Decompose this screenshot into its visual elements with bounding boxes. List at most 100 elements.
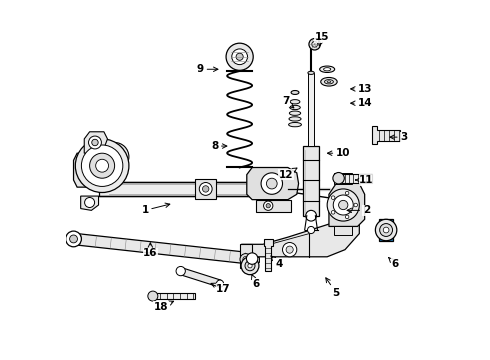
Circle shape <box>261 173 283 194</box>
Polygon shape <box>334 173 352 184</box>
Circle shape <box>236 53 243 60</box>
Polygon shape <box>247 167 298 200</box>
Circle shape <box>308 226 315 234</box>
Text: 15: 15 <box>315 32 329 46</box>
Circle shape <box>199 183 212 195</box>
Polygon shape <box>195 179 217 199</box>
Circle shape <box>333 172 344 184</box>
Polygon shape <box>334 226 352 235</box>
Text: 8: 8 <box>211 141 227 151</box>
Circle shape <box>106 148 123 166</box>
Circle shape <box>312 41 318 47</box>
Polygon shape <box>73 233 253 264</box>
Ellipse shape <box>319 66 335 72</box>
Text: 12: 12 <box>279 168 297 180</box>
Circle shape <box>226 43 253 70</box>
Circle shape <box>286 246 293 253</box>
Circle shape <box>339 201 348 210</box>
Polygon shape <box>84 132 107 153</box>
Circle shape <box>96 159 109 172</box>
Circle shape <box>245 261 255 271</box>
Circle shape <box>354 203 358 207</box>
Text: 10: 10 <box>327 148 350 158</box>
Circle shape <box>241 257 259 275</box>
Text: 5: 5 <box>326 278 340 297</box>
Text: 14: 14 <box>351 98 372 108</box>
Circle shape <box>202 186 209 192</box>
Text: 6: 6 <box>251 275 259 289</box>
Text: 13: 13 <box>351 84 372 94</box>
Ellipse shape <box>291 90 299 94</box>
Circle shape <box>92 139 98 146</box>
Circle shape <box>81 145 123 186</box>
Polygon shape <box>74 153 97 187</box>
Circle shape <box>383 227 389 233</box>
Circle shape <box>375 219 397 241</box>
Ellipse shape <box>321 77 337 86</box>
Text: 6: 6 <box>389 258 399 269</box>
Text: 11: 11 <box>356 175 374 185</box>
Bar <box>303 146 319 216</box>
Circle shape <box>89 136 101 149</box>
Circle shape <box>266 203 270 208</box>
Polygon shape <box>98 182 270 196</box>
Text: 2: 2 <box>347 205 370 215</box>
Polygon shape <box>242 219 359 257</box>
Circle shape <box>246 253 258 264</box>
Text: 9: 9 <box>197 64 218 74</box>
Ellipse shape <box>327 81 331 83</box>
Bar <box>156 293 195 299</box>
Circle shape <box>66 231 81 247</box>
Circle shape <box>309 39 320 50</box>
Circle shape <box>176 266 185 276</box>
Circle shape <box>85 198 95 207</box>
Ellipse shape <box>323 68 331 71</box>
Circle shape <box>100 143 129 171</box>
Circle shape <box>283 243 297 257</box>
Text: 4: 4 <box>271 256 283 269</box>
Circle shape <box>240 253 251 265</box>
Circle shape <box>90 153 115 178</box>
Ellipse shape <box>289 122 301 127</box>
Polygon shape <box>256 200 292 212</box>
Polygon shape <box>242 257 259 262</box>
Circle shape <box>331 196 335 199</box>
Polygon shape <box>372 126 400 144</box>
Bar <box>342 174 372 183</box>
Circle shape <box>327 189 359 221</box>
Circle shape <box>267 178 277 189</box>
Polygon shape <box>264 239 272 271</box>
Ellipse shape <box>290 111 301 115</box>
Circle shape <box>331 211 335 214</box>
Circle shape <box>248 264 252 268</box>
Ellipse shape <box>289 117 301 121</box>
Circle shape <box>75 139 129 193</box>
Circle shape <box>264 201 273 210</box>
Ellipse shape <box>324 80 333 84</box>
Text: 3: 3 <box>390 132 408 142</box>
Circle shape <box>345 215 349 219</box>
Polygon shape <box>379 219 393 241</box>
Ellipse shape <box>290 105 300 110</box>
Ellipse shape <box>290 100 300 104</box>
Circle shape <box>148 291 158 301</box>
Circle shape <box>333 195 353 215</box>
Bar <box>308 73 314 146</box>
Polygon shape <box>329 180 365 226</box>
Circle shape <box>306 210 317 221</box>
Text: 18: 18 <box>154 301 173 312</box>
Text: 17: 17 <box>211 283 231 294</box>
Circle shape <box>217 280 223 287</box>
Ellipse shape <box>308 71 314 75</box>
Circle shape <box>345 191 349 195</box>
Circle shape <box>380 224 392 237</box>
Circle shape <box>70 235 77 243</box>
Circle shape <box>232 49 247 64</box>
Polygon shape <box>81 196 98 210</box>
Text: 1: 1 <box>141 203 170 215</box>
Polygon shape <box>240 244 252 267</box>
Text: 7: 7 <box>282 96 294 108</box>
Circle shape <box>243 256 248 262</box>
Polygon shape <box>180 268 221 287</box>
Text: 16: 16 <box>143 243 158 258</box>
